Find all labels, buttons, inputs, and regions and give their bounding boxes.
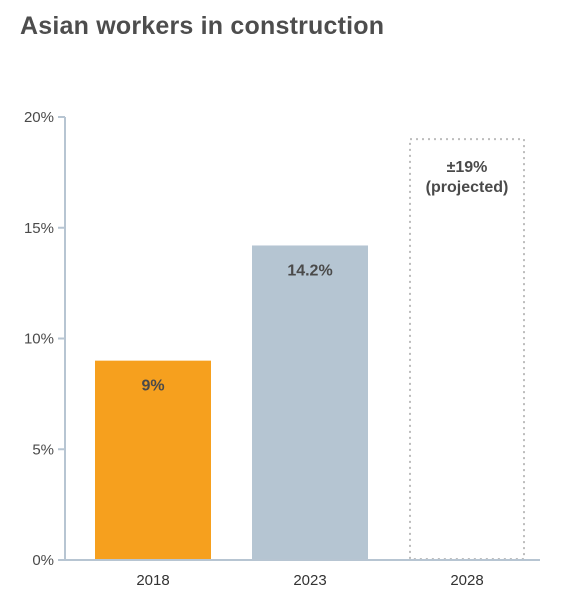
bar-label-2023: 14.2%	[287, 262, 332, 279]
y-tick-label: 15%	[24, 220, 54, 237]
y-axis: 0% 5% 10% 15% 20%	[24, 109, 66, 569]
bar-2028-projected	[409, 138, 525, 560]
x-category-label: 2023	[293, 572, 326, 589]
x-category-label: 2028	[450, 572, 483, 589]
bar-2018	[95, 360, 211, 560]
x-category-label: 2018	[136, 572, 169, 589]
bar-2023	[252, 245, 368, 560]
y-tick-label: 10%	[24, 331, 54, 348]
y-tick-label: 0%	[32, 552, 54, 569]
bar-label-2018: 9%	[141, 378, 164, 395]
chart-title: Asian workers in construction	[20, 12, 385, 40]
y-tick-label: 20%	[24, 109, 54, 126]
y-tick-label: 5%	[32, 441, 54, 458]
x-axis: 2018 2023 2028	[65, 559, 540, 589]
bars: 9% 14.2% ±19% (projected)	[95, 138, 525, 560]
projected-note: (projected)	[426, 179, 509, 196]
bar-label-2028: ±19%	[447, 159, 488, 176]
